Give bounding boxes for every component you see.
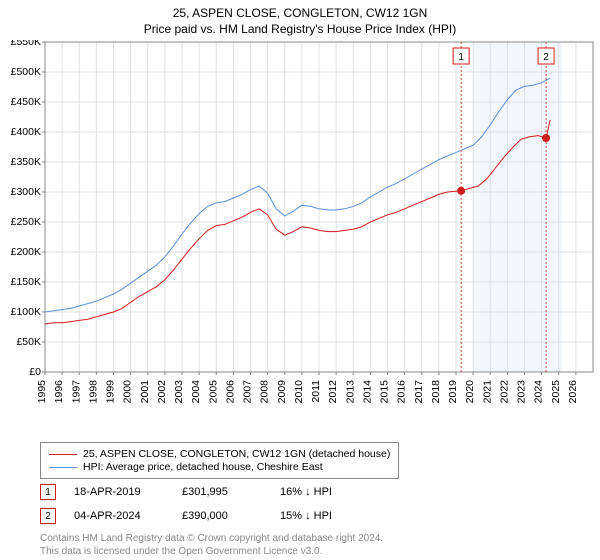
sale-delta: 15% ↓ HPI	[280, 510, 332, 522]
svg-text:2005: 2005	[207, 380, 219, 404]
svg-text:2010: 2010	[293, 380, 305, 404]
sale-date: 04-APR-2024	[74, 510, 164, 522]
svg-text:£250K: £250K	[11, 216, 41, 228]
svg-text:£100K: £100K	[11, 306, 41, 318]
sale-delta: 16% ↓ HPI	[280, 486, 332, 498]
svg-text:2014: 2014	[361, 380, 373, 404]
svg-text:2018: 2018	[430, 380, 442, 404]
svg-text:£450K: £450K	[11, 96, 41, 108]
svg-text:£400K: £400K	[11, 126, 41, 138]
svg-text:1999: 1999	[105, 380, 117, 404]
svg-text:£50K: £50K	[16, 336, 41, 348]
svg-text:£150K: £150K	[11, 276, 41, 288]
svg-text:2002: 2002	[156, 380, 168, 404]
svg-text:1997: 1997	[70, 380, 82, 404]
svg-text:£200K: £200K	[11, 246, 41, 258]
svg-text:2007: 2007	[242, 380, 254, 404]
svg-text:2017: 2017	[413, 380, 425, 404]
svg-text:2012: 2012	[327, 380, 339, 404]
svg-text:2024: 2024	[533, 380, 545, 404]
legend-label: HPI: Average price, detached house, Ches…	[83, 461, 323, 473]
sale-row: 2 04-APR-2024 £390,000 15% ↓ HPI	[40, 508, 332, 524]
sale-price: £390,000	[182, 510, 262, 522]
legend-label: 25, ASPEN CLOSE, CONGLETON, CW12 1GN (de…	[83, 448, 390, 460]
svg-text:2011: 2011	[310, 380, 322, 403]
chart-container: 25, ASPEN CLOSE, CONGLETON, CW12 1GN Pri…	[0, 0, 600, 560]
chart-area: £0 £50K £100K £150K £200K £250K £300K £350K £400…	[0, 40, 600, 410]
svg-text:£350K: £350K	[11, 156, 41, 168]
svg-text:1: 1	[458, 52, 464, 63]
svg-text:2016: 2016	[396, 380, 408, 404]
title-block: 25, ASPEN CLOSE, CONGLETON, CW12 1GN Pri…	[0, 0, 600, 36]
svg-text:2006: 2006	[224, 380, 236, 404]
chart-subtitle: Price paid vs. HM Land Registry's House …	[0, 22, 600, 36]
chart-svg: £0 £50K £100K £150K £200K £250K £300K £350K £400…	[0, 40, 600, 410]
legend-swatch	[49, 454, 77, 455]
svg-text:2025: 2025	[550, 380, 562, 404]
svg-text:2020: 2020	[464, 380, 476, 404]
svg-text:£300K: £300K	[11, 186, 41, 198]
legend-box: 25, ASPEN CLOSE, CONGLETON, CW12 1GN (de…	[40, 442, 399, 479]
svg-text:2: 2	[543, 52, 549, 63]
svg-text:1996: 1996	[53, 380, 65, 404]
svg-text:1998: 1998	[87, 380, 99, 404]
svg-text:2022: 2022	[498, 380, 510, 404]
svg-text:2000: 2000	[122, 380, 134, 404]
svg-text:2013: 2013	[344, 380, 356, 404]
svg-text:£500K: £500K	[11, 66, 41, 78]
sale-row: 1 18-APR-2019 £301,995 16% ↓ HPI	[40, 484, 332, 500]
svg-text:1995: 1995	[36, 380, 48, 404]
footer-line1: Contains HM Land Registry data © Crown c…	[40, 532, 383, 545]
footer-attribution: Contains HM Land Registry data © Crown c…	[40, 532, 383, 558]
sale-marker-box: 2	[40, 508, 56, 524]
svg-text:2004: 2004	[190, 380, 202, 404]
legend-row: 25, ASPEN CLOSE, CONGLETON, CW12 1GN (de…	[49, 448, 390, 460]
legend-swatch	[49, 467, 77, 468]
footer-line2: This data is licensed under the Open Gov…	[40, 545, 383, 558]
svg-text:2001: 2001	[139, 380, 151, 404]
sale-date: 18-APR-2019	[74, 486, 164, 498]
svg-text:2023: 2023	[516, 380, 528, 404]
svg-text:£550K: £550K	[11, 40, 41, 48]
svg-text:2026: 2026	[567, 380, 579, 404]
svg-text:2019: 2019	[447, 380, 459, 404]
svg-text:2009: 2009	[276, 380, 288, 404]
svg-text:2015: 2015	[379, 380, 391, 404]
svg-text:£0: £0	[29, 366, 41, 378]
sale-marker-box: 1	[40, 484, 56, 500]
svg-text:2021: 2021	[481, 380, 493, 404]
svg-text:2008: 2008	[259, 380, 271, 404]
sale-price: £301,995	[182, 486, 262, 498]
chart-title-address: 25, ASPEN CLOSE, CONGLETON, CW12 1GN	[0, 6, 600, 20]
svg-text:2003: 2003	[173, 380, 185, 404]
legend-row: HPI: Average price, detached house, Ches…	[49, 461, 390, 473]
sales-table: 1 18-APR-2019 £301,995 16% ↓ HPI 2 04-APR-202…	[40, 484, 332, 532]
